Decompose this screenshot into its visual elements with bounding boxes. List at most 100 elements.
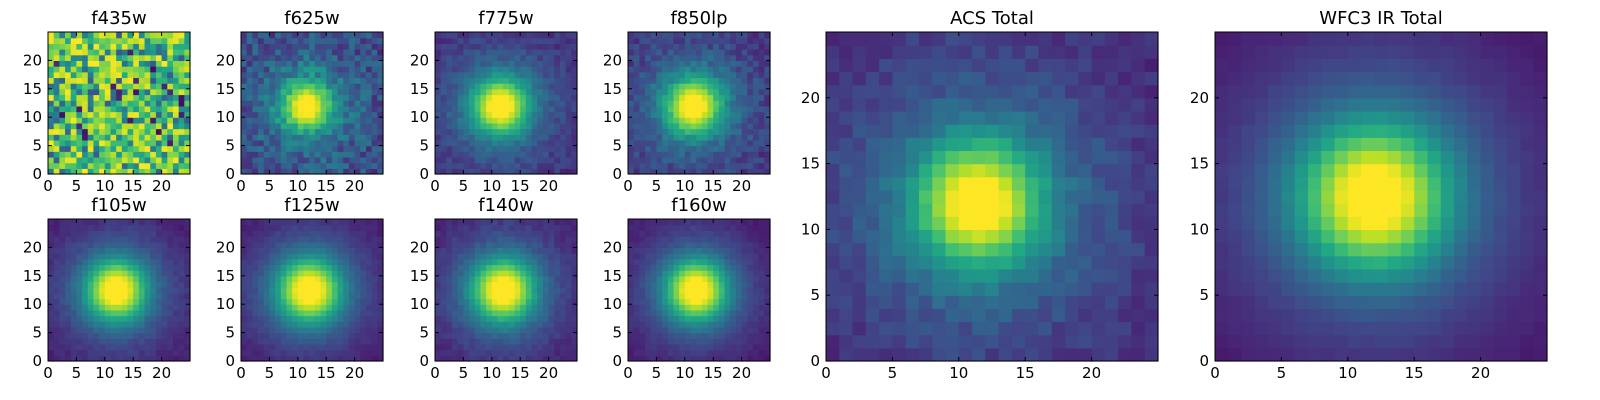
heatmap-cell	[246, 275, 253, 283]
heatmap-cell	[690, 32, 697, 39]
heatmap-cell	[469, 315, 476, 322]
heatmap-cell	[571, 292, 578, 300]
heatmap-cell	[645, 145, 652, 152]
heatmap-cell	[303, 77, 310, 84]
heatmap-cell	[48, 117, 55, 124]
heatmap-cell	[275, 66, 282, 73]
heatmap-cell	[343, 151, 350, 158]
heatmap-cell	[520, 247, 527, 254]
heatmap-cell	[178, 66, 185, 73]
heatmap-cell	[65, 230, 72, 237]
heatmap-cell	[520, 253, 527, 260]
heatmap-cell	[435, 281, 442, 288]
heatmap-cell	[172, 128, 180, 135]
heatmap-cell	[633, 60, 640, 67]
heatmap-cell	[116, 83, 123, 90]
heatmap-cell	[542, 270, 550, 277]
heatmap-cell	[537, 77, 544, 84]
heatmap-cell	[275, 332, 282, 339]
heatmap-cell	[241, 151, 248, 158]
heatmap-cell	[531, 60, 538, 67]
heatmap-cell	[87, 241, 95, 248]
heatmap-cell	[520, 326, 527, 334]
heatmap-cell	[320, 332, 327, 339]
heatmap-cell	[633, 71, 640, 79]
heatmap-cell	[150, 145, 157, 152]
heatmap-cell	[628, 151, 635, 158]
heatmap-cell	[469, 264, 476, 271]
heatmap-cell	[718, 43, 726, 50]
heatmap-cell	[656, 105, 663, 113]
heatmap-cell	[172, 253, 180, 260]
heatmap-cell	[167, 83, 174, 90]
heatmap-cell	[99, 304, 106, 311]
heatmap-cell	[673, 94, 680, 101]
heatmap-cell	[645, 111, 652, 118]
heatmap-cell	[735, 43, 743, 50]
heatmap-cell	[684, 128, 692, 135]
heatmap-cell	[303, 258, 310, 266]
heatmap-cell	[155, 105, 163, 113]
heatmap-cell	[508, 298, 516, 305]
heatmap-cell	[172, 100, 180, 107]
heatmap-cell	[718, 139, 726, 147]
heatmap-cell	[150, 94, 157, 101]
heatmap-cell	[167, 37, 174, 44]
heatmap-cell	[645, 54, 652, 61]
heatmap-cell	[752, 128, 760, 135]
x-tick-label: 10	[288, 177, 307, 195]
heatmap-cell	[59, 83, 66, 90]
heatmap-cell	[537, 151, 544, 158]
heatmap-cell	[93, 338, 100, 345]
heatmap-cell	[263, 168, 270, 175]
heatmap-cell	[707, 315, 714, 322]
heatmap-cell	[269, 83, 276, 90]
heatmap-cell	[696, 105, 703, 113]
heatmap-cell	[440, 43, 447, 50]
heatmap-cell	[440, 219, 447, 226]
heatmap-cell	[628, 349, 635, 356]
heatmap-cell	[59, 321, 66, 328]
heatmap-cell	[446, 309, 453, 317]
heatmap-cell	[326, 270, 333, 277]
heatmap-cell	[241, 258, 248, 266]
heatmap-cell	[452, 83, 459, 90]
heatmap-cell	[116, 270, 123, 277]
heatmap-cell	[758, 151, 765, 158]
heatmap-cell	[508, 105, 516, 113]
heatmap-cell	[150, 88, 157, 96]
heatmap-cell	[435, 134, 442, 141]
heatmap-cell	[167, 219, 174, 226]
heatmap-cell	[633, 281, 640, 288]
heatmap-cell	[326, 77, 333, 84]
heatmap-cell	[258, 156, 265, 164]
heatmap-cell	[161, 94, 168, 101]
heatmap-cell	[59, 37, 66, 44]
heatmap-cell	[133, 309, 140, 317]
heatmap-cell	[440, 236, 447, 243]
heatmap-cell	[354, 298, 361, 305]
heatmap-cell	[491, 122, 499, 130]
heatmap-cell	[70, 156, 77, 164]
heatmap-cell	[531, 321, 538, 328]
heatmap-cell	[764, 71, 771, 79]
heatmap-cell	[320, 71, 327, 79]
heatmap-cell	[435, 83, 442, 90]
heatmap-cell	[53, 326, 60, 334]
heatmap-cell	[730, 326, 737, 334]
heatmap-cell	[440, 66, 447, 73]
heatmap-cell	[326, 304, 333, 311]
heatmap-cell	[730, 105, 737, 113]
heatmap-cell	[53, 71, 60, 79]
heatmap-cell	[263, 71, 270, 79]
heatmap-cell	[520, 88, 527, 96]
heatmap-cell	[269, 309, 276, 317]
heatmap-cell	[565, 122, 572, 130]
heatmap-cell	[275, 139, 282, 147]
heatmap-cell	[337, 111, 344, 118]
heatmap-cell	[520, 71, 527, 79]
heatmap-cell	[486, 37, 493, 44]
heatmap-cell	[138, 49, 146, 56]
heatmap-cell	[650, 309, 657, 317]
